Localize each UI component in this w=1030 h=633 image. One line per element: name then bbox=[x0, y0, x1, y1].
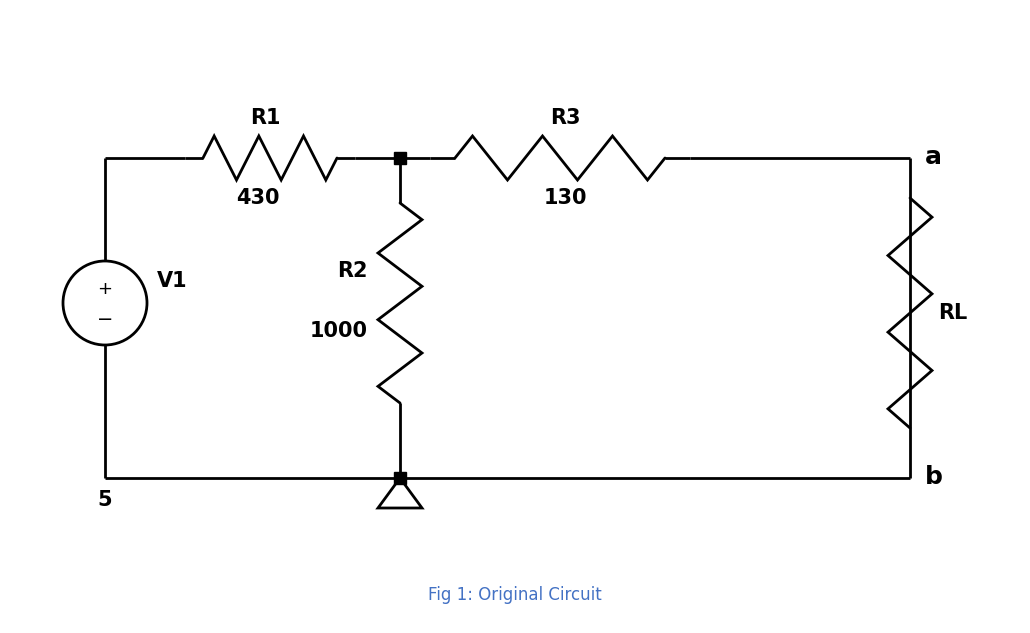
Text: 5: 5 bbox=[98, 490, 112, 510]
Text: 430: 430 bbox=[236, 188, 280, 208]
Text: R2: R2 bbox=[338, 261, 368, 281]
Text: RL: RL bbox=[938, 303, 967, 323]
Text: 130: 130 bbox=[543, 188, 587, 208]
Text: 1000: 1000 bbox=[310, 321, 368, 341]
Text: a: a bbox=[925, 145, 942, 169]
Text: Fig 1: Original Circuit: Fig 1: Original Circuit bbox=[428, 586, 602, 604]
Text: b: b bbox=[925, 465, 942, 489]
Text: +: + bbox=[98, 280, 112, 298]
Text: −: − bbox=[97, 310, 113, 329]
Text: R1: R1 bbox=[249, 108, 280, 128]
Text: R3: R3 bbox=[550, 108, 580, 128]
Text: V1: V1 bbox=[157, 271, 187, 291]
